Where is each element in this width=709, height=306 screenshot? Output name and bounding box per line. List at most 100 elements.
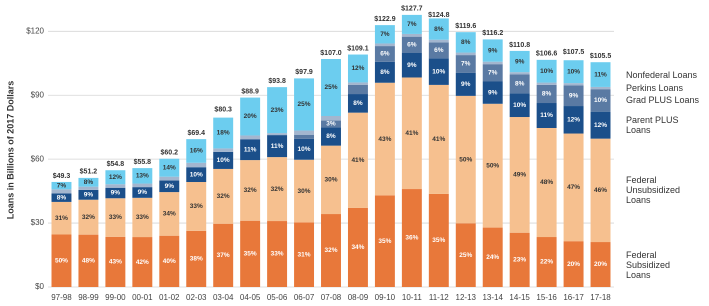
bar-segment [428,84,449,194]
value-label: 49% [513,172,526,179]
bar-segment [105,187,126,199]
bar-segment [590,138,611,243]
bar-segment [428,18,449,40]
value-label: 31% [55,215,68,222]
bar-segment [51,201,72,235]
total-label: $97.9 [295,69,313,76]
bar-segment [213,223,234,287]
x-tick-label: 08-09 [348,293,369,302]
total-label: $106.6 [536,51,558,58]
bar-segment [159,235,180,287]
bar-segment [563,106,584,134]
bar-segment [455,223,476,287]
value-label: 46% [594,187,607,194]
bar-segment [213,168,234,224]
value-label: 11% [594,71,607,78]
x-tick-label: 15-16 [536,293,557,302]
bar-segment [401,189,422,287]
bar-segment [347,82,368,85]
value-label: 30% [324,177,337,184]
bar-segment [213,151,234,169]
bar-segment [240,220,261,287]
value-label: 35% [378,238,391,245]
bar-segment [294,138,315,160]
value-label: 10% [567,68,580,75]
total-label: $55.8 [134,159,152,166]
value-label: 47% [567,184,580,191]
value-label: 8% [515,81,525,88]
bar-segment [321,127,341,146]
legend-label: Nonfederal Loans [626,69,698,80]
bar-segment [240,97,261,136]
value-label: 32% [82,214,95,221]
bar-segment [509,50,530,73]
value-label: 41% [432,136,445,143]
bar-segment [186,230,207,287]
bar-segment [401,77,422,190]
bar-segment [240,139,261,161]
bar-segment [78,177,99,187]
bar-segment [590,242,611,287]
bar-segment [563,83,584,86]
total-label: $127.7 [401,6,423,13]
legend-label: Grad PLUS Loans [626,95,700,106]
bar-segment [374,82,395,196]
value-label: 9% [407,62,417,69]
value-label: 9% [165,183,175,190]
bar-segment [563,241,584,287]
value-label: 41% [405,130,418,137]
bar-segment [455,55,476,73]
bar-segment [428,42,449,59]
bar-segment [321,59,341,117]
value-label: 25% [459,252,472,259]
value-label: 34% [163,211,176,218]
bar-segment [159,192,180,236]
bar-segment [455,95,476,224]
bar-segment [482,103,503,228]
x-tick-label: 99-00 [105,293,126,302]
total-label: $107.0 [320,50,342,57]
value-label: 7% [57,182,67,189]
value-label: 32% [324,247,337,254]
value-label: 50% [459,156,472,163]
y-tick-label: $30 [31,218,45,227]
value-label: 33% [136,214,149,221]
bar-segment [347,84,368,95]
bar-segment [159,180,180,193]
bar-segment [509,232,530,287]
value-label: 11% [271,143,284,150]
bar-segment [401,52,422,78]
bar-segment [455,52,476,56]
bar-segment [321,145,341,215]
total-label: $105.5 [590,53,612,60]
total-label: $110.8 [509,42,530,49]
value-label: 7% [407,21,417,28]
value-label: 7% [488,70,498,77]
bar-segment [267,221,288,287]
value-label: 31% [298,251,311,258]
bar-segment [105,184,126,188]
value-label: 8% [353,100,363,107]
value-label: 13% [136,173,149,180]
bar-segment [132,197,153,238]
legend-label: Perkins Loans [626,83,684,94]
bar-segment [563,85,584,107]
y-tick-label: $0 [35,282,44,291]
bar-segment [267,157,288,222]
value-label: 25% [324,84,337,91]
x-tick-label: 14-15 [509,293,530,302]
value-label: 12% [351,65,364,72]
value-label: 10% [432,68,445,75]
x-tick-label: 03-04 [213,293,234,302]
value-label: 8% [84,179,94,186]
bar-segment [240,160,261,221]
y-axis-title: Loans in Billions of 2017 Dollars [5,81,15,220]
legend-label: Federal Subsidized Loans [626,249,671,280]
bar-segment [132,187,153,198]
bar-segment [294,134,315,139]
bar-segment [509,93,530,118]
bar-segment [51,234,72,287]
value-label: 8% [380,69,390,76]
value-label: 50% [486,162,499,169]
bar-segment [78,234,99,287]
